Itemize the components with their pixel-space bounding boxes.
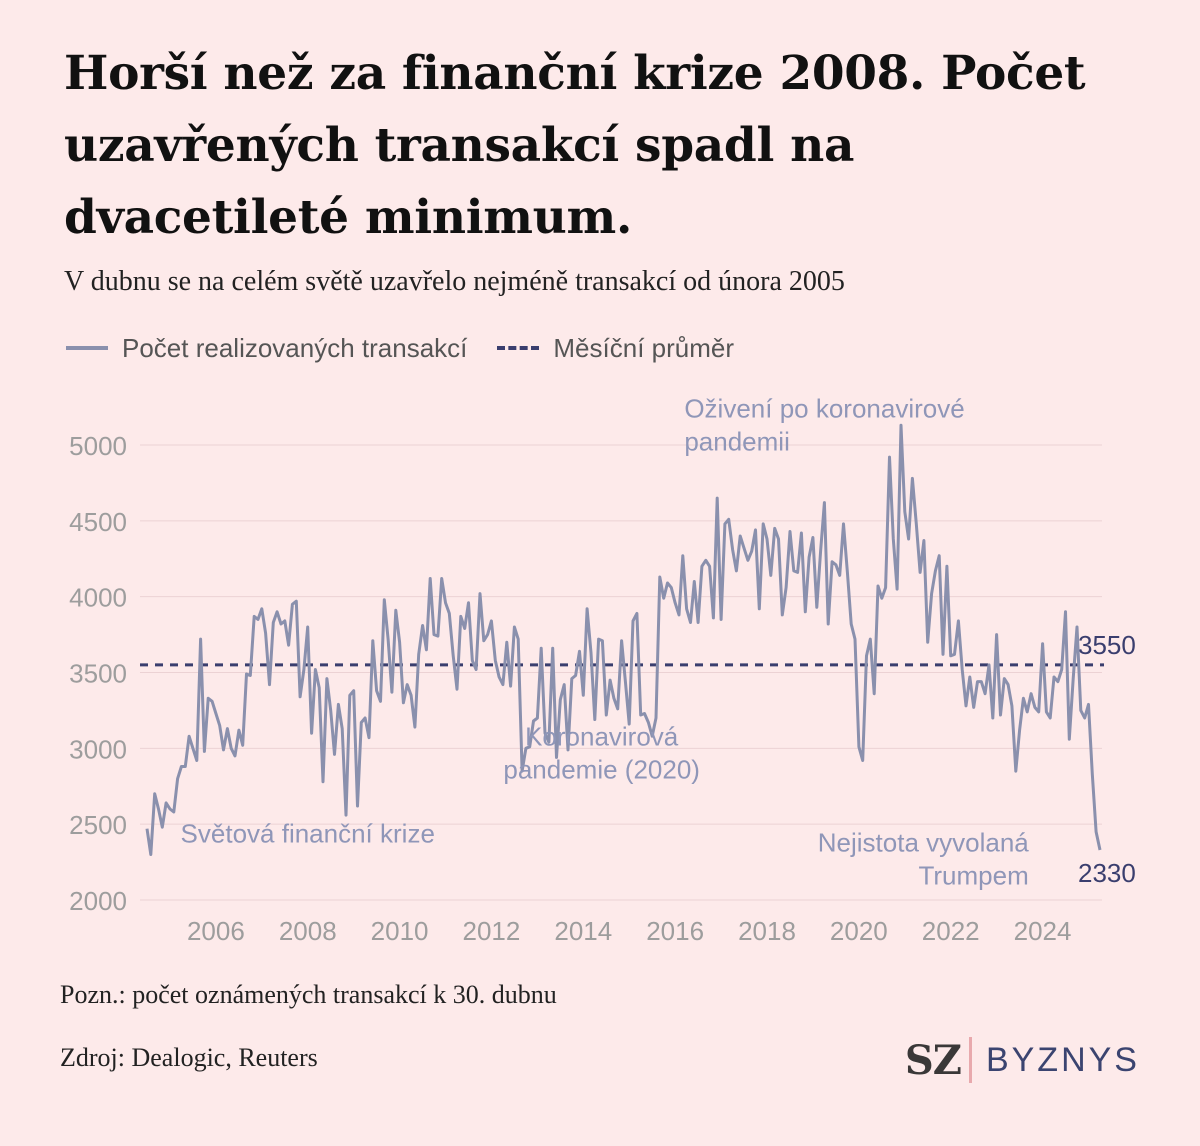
x-tick-label: 2012 <box>463 916 521 946</box>
annotation-line: Oživení po koronavirové <box>684 394 964 424</box>
x-tick-label: 2016 <box>646 916 704 946</box>
y-tick-label: 3000 <box>69 734 127 764</box>
y-tick-label: 4000 <box>69 583 127 613</box>
source-credit: Zdroj: Dealogic, Reuters <box>60 1043 318 1072</box>
annotation-line: pandemii <box>684 427 790 457</box>
legend: Počet realizovaných transakcí Měsíční pr… <box>66 328 764 368</box>
x-tick-label: 2024 <box>1014 916 1072 946</box>
x-tick-label: 2008 <box>279 916 337 946</box>
annotation-line: Světová finanční krize <box>181 818 435 848</box>
legend-label-series: Počet realizovaných transakcí <box>122 332 468 363</box>
y-tick-label: 2500 <box>69 810 127 840</box>
logo-divider <box>968 1037 972 1083</box>
annotation-line: pandemie (2020) <box>503 754 700 784</box>
x-tick-label: 2018 <box>738 916 796 946</box>
legend-label-average: Měsíční průměr <box>553 332 734 363</box>
x-tick-label: 2014 <box>554 916 612 946</box>
legend-swatch-dashed <box>497 346 540 350</box>
y-tick-label: 4500 <box>69 507 127 537</box>
logo-sz: SZ <box>904 1036 962 1084</box>
series-line <box>145 423 1102 856</box>
y-tick-label: 3500 <box>69 659 127 689</box>
x-tick-label: 2010 <box>371 916 429 946</box>
footnote: Pozn.: počet oznámených transakcí k 30. … <box>60 980 557 1009</box>
y-tick-label: 5000 <box>69 431 127 461</box>
brand-logo: SZ BYZNYS <box>905 1036 1140 1084</box>
chart-annotation: Světová finanční krize <box>181 818 435 848</box>
annotation-line: Nejistota vyvolaná <box>818 827 1030 857</box>
legend-item-average: Měsíční průměr <box>497 333 734 364</box>
y-tick-label: 2000 <box>69 886 127 916</box>
average-value-label: 3550 <box>1078 630 1136 660</box>
chart-annotation: Koronavirová pandemie (2020) <box>503 721 700 784</box>
x-tick-label: 2020 <box>830 916 888 946</box>
last-value-label: 2330 <box>1078 858 1136 888</box>
annotation-line: Trumpem <box>918 860 1028 890</box>
page-title: Horší než za finanční krize 2008. Počet … <box>64 46 1086 245</box>
legend-item-series: Počet realizovaných transakcí <box>66 333 467 364</box>
legend-swatch-solid <box>66 346 108 350</box>
x-tick-label: 2022 <box>922 916 980 946</box>
subtitle: V dubnu se na celém světě uzavřelo nejmé… <box>64 266 845 297</box>
logo-section: BYZNYS <box>985 1040 1140 1079</box>
x-tick-label: 2006 <box>187 916 245 946</box>
chart-annotation: Oživení po koronavirové pandemii <box>684 394 964 457</box>
chart-annotation: Nejistota vyvolaná Trumpem <box>818 827 1030 890</box>
annotation-line: Koronavirová <box>525 721 679 751</box>
